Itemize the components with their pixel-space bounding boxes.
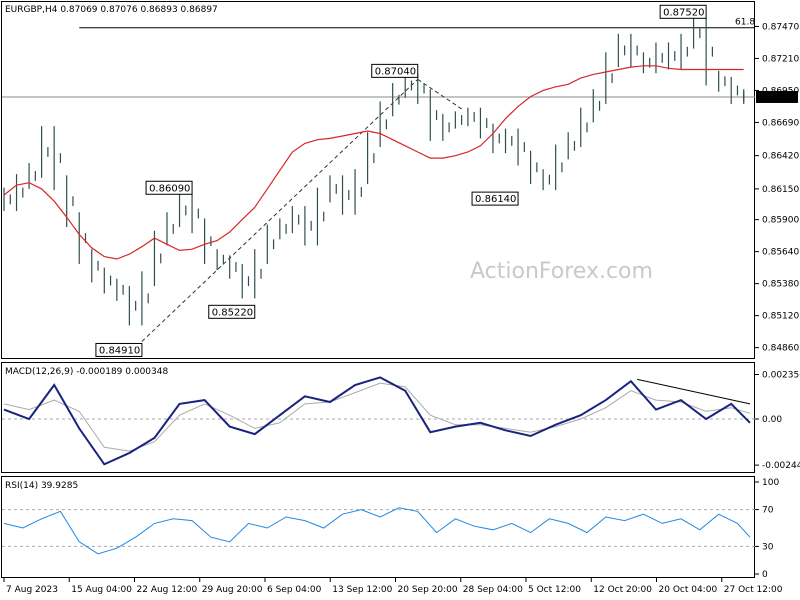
macd-tick-label: 0.002356 — [762, 370, 800, 380]
annotation-box — [659, 4, 707, 19]
time-tick-label: 13 Sep 12:00 — [332, 585, 392, 595]
annotation-box — [145, 180, 193, 195]
price-tick-label: 0.87470 — [762, 22, 799, 32]
macd-signal-line — [3, 382, 751, 452]
annotation-box — [471, 191, 519, 206]
rsi-panel-frame — [1, 476, 755, 578]
moving-average-series — [3, 65, 744, 260]
dashed-line — [141, 79, 419, 342]
time-tick-label: 5 Oct 12:00 — [528, 585, 581, 595]
annotation-box — [208, 304, 256, 319]
price-tick-label: 0.87210 — [762, 54, 799, 64]
price-axis-ticks: 0.874700.872100.869500.866900.864200.861… — [755, 22, 799, 354]
annotation-label: 0.86140 — [475, 194, 516, 205]
moving-average-line — [3, 65, 744, 260]
rsi-line — [3, 507, 751, 555]
rsi-tick-label: 30 — [762, 542, 774, 552]
time-tick-label: 20 Oct 04:00 — [659, 585, 718, 595]
rsi-panel-title: RSI(14) 39.9285 — [5, 481, 78, 491]
rsi-tick-label: 70 — [762, 506, 774, 516]
time-tick-label: 15 Aug 04:00 — [71, 585, 132, 595]
current-price-tag-bg — [756, 90, 798, 103]
macd-series — [3, 376, 751, 466]
macd-axis-ticks: 0.002356 0.00 -0.002442 — [2, 370, 800, 471]
dashed-line — [417, 78, 462, 110]
annotation-label: 0.85220 — [212, 307, 253, 318]
rsi-series — [3, 507, 751, 555]
price-series — [3, 17, 745, 326]
price-tick-label: 0.85380 — [762, 280, 799, 290]
rsi-tick-label: 0 — [762, 570, 768, 580]
annotation-label: 0.86090 — [149, 183, 190, 194]
price-panel-title: EURGBP,H4 0.87069 0.87076 0.86893 0.8689… — [5, 5, 218, 15]
time-tick-label: 29 Aug 20:00 — [202, 585, 263, 595]
watermark-text: ActionForex.com — [470, 259, 653, 284]
price-tick-label: 0.86690 — [762, 118, 799, 128]
time-tick-label: 6 Sep 04:00 — [267, 585, 322, 595]
time-tick-label: 28 Sep 04:00 — [463, 585, 523, 595]
annotation-box — [371, 63, 419, 78]
macd-tick-label: 0.00 — [762, 415, 782, 425]
time-tick-label: 22 Aug 12:00 — [137, 585, 198, 595]
macd-tick-label: -0.002442 — [762, 461, 800, 471]
time-tick-label: 27 Oct 12:00 — [724, 585, 783, 595]
price-tick-label: 0.86420 — [762, 152, 799, 162]
fib-level-line: 61.8 — [79, 18, 755, 29]
rsi-axis-ticks: 100 70 30 0 — [2, 478, 779, 580]
dashed-projection-lines — [141, 78, 462, 342]
time-axis-ticks: 7 Aug 2023 15 Aug 04:00 22 Aug 12:00 29 Aug… — [3, 578, 783, 595]
current-price-tag-label: 0.86897 — [759, 93, 796, 103]
annotation-box — [95, 342, 143, 357]
price-tick-label: 0.85640 — [762, 248, 799, 258]
rsi-tick-label: 100 — [762, 478, 779, 488]
time-tick-label: 12 Oct 20:00 — [593, 585, 652, 595]
price-annotations: 0.84910 0.86090 0.85220 0.87040 0.86140 0.875… — [95, 4, 707, 357]
current-price-tag: 0.86897 — [756, 90, 798, 103]
annotation-label: 0.84910 — [99, 345, 140, 356]
price-tick-label: 0.85120 — [762, 312, 799, 322]
macd-trendline — [637, 378, 751, 405]
annotation-label: 0.87520 — [663, 7, 704, 18]
macd-line — [3, 376, 751, 466]
price-tick-label: 0.86150 — [762, 185, 799, 195]
annotation-label: 0.87040 — [375, 66, 416, 77]
macd-panel-title: MACD(12,26,9) -0.000189 0.000348 — [5, 367, 168, 377]
price-tick-label: 0.85900 — [762, 216, 799, 226]
price-panel-frame — [1, 1, 755, 359]
price-tick-label: 0.84860 — [762, 344, 799, 354]
time-tick-label: 20 Sep 20:00 — [398, 585, 458, 595]
fib-label: 61.8 — [735, 18, 755, 28]
time-tick-label: 7 Aug 2023 — [6, 585, 58, 595]
